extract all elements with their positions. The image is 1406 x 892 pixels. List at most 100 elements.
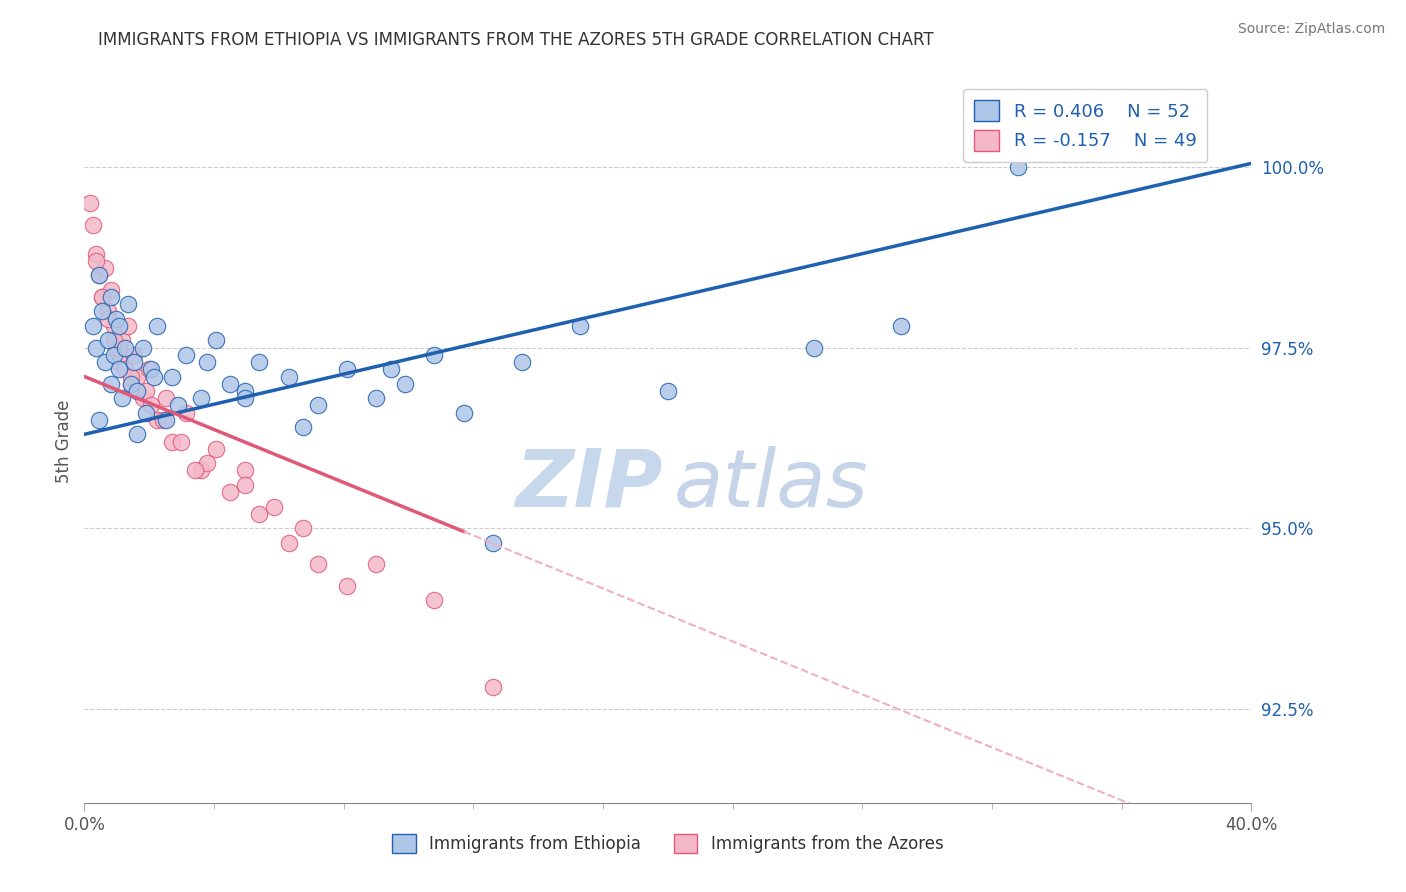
Point [146, 413, 169, 427]
Text: Source: ZipAtlas.com: Source: ZipAtlas.com [1237, 22, 1385, 37]
Point [160, 369, 183, 384]
Point [249, 355, 271, 369]
Point [155, 391, 177, 405]
Point [160, 434, 183, 449]
Point [569, 318, 592, 333]
Point [87, 268, 110, 283]
Point [108, 355, 131, 369]
Legend: Immigrants from Ethiopia, Immigrants from the Azores: Immigrants from Ethiopia, Immigrants fro… [385, 827, 950, 860]
Point [155, 413, 177, 427]
Point [336, 362, 359, 376]
Text: IMMIGRANTS FROM ETHIOPIA VS IMMIGRANTS FROM THE AZORES 5TH GRADE CORRELATION CHA: IMMIGRANTS FROM ETHIOPIA VS IMMIGRANTS F… [98, 31, 934, 49]
Point [453, 406, 475, 420]
Point [219, 376, 242, 391]
Point [108, 341, 131, 355]
Point [87, 413, 110, 427]
Point [219, 485, 242, 500]
Point [90, 290, 112, 304]
Point [111, 334, 134, 348]
Point [122, 348, 145, 362]
Point [103, 348, 125, 362]
Point [125, 427, 148, 442]
Point [233, 463, 256, 477]
Point [233, 391, 256, 405]
Point [100, 376, 122, 391]
Point [100, 290, 122, 304]
Point [146, 318, 169, 333]
Point [117, 318, 139, 333]
Point [94, 261, 117, 276]
Point [510, 355, 533, 369]
Point [394, 376, 416, 391]
Point [803, 341, 825, 355]
Point [122, 355, 145, 369]
Point [482, 535, 505, 549]
Point [108, 318, 131, 333]
Point [190, 391, 212, 405]
Point [103, 318, 125, 333]
Point [307, 558, 329, 572]
Point [380, 362, 402, 376]
Point [233, 478, 256, 492]
Point [336, 579, 359, 593]
Point [120, 376, 142, 391]
Point [117, 297, 139, 311]
Point [105, 311, 128, 326]
Point [143, 369, 166, 384]
Point [125, 369, 148, 384]
Point [204, 442, 226, 456]
Point [114, 362, 136, 376]
Point [84, 246, 107, 260]
Point [138, 362, 160, 376]
Point [114, 341, 136, 355]
Point [141, 399, 163, 413]
Point [1007, 160, 1029, 174]
Point [366, 391, 388, 405]
Point [292, 521, 315, 535]
Point [890, 318, 912, 333]
Point [277, 535, 299, 549]
Point [423, 348, 446, 362]
Point [176, 406, 198, 420]
Point [100, 283, 122, 297]
Point [423, 593, 446, 607]
Point [141, 362, 163, 376]
Point [204, 334, 226, 348]
Point [97, 304, 120, 318]
Point [263, 500, 285, 514]
Point [79, 196, 101, 211]
Point [90, 290, 112, 304]
Point [190, 463, 212, 477]
Point [108, 362, 131, 376]
Point [166, 399, 188, 413]
Point [184, 463, 207, 477]
Point [111, 391, 134, 405]
Point [84, 254, 107, 268]
Point [292, 420, 315, 434]
Point [176, 348, 198, 362]
Point [307, 399, 329, 413]
Point [94, 355, 117, 369]
Point [90, 304, 112, 318]
Point [132, 391, 155, 405]
Point [233, 384, 256, 398]
Text: atlas: atlas [673, 446, 869, 524]
Point [482, 680, 505, 694]
Point [195, 456, 218, 470]
Point [657, 384, 679, 398]
Point [87, 268, 110, 283]
Text: ZIP: ZIP [515, 446, 662, 524]
Point [97, 334, 120, 348]
Point [125, 384, 148, 398]
Point [82, 218, 104, 232]
Point [97, 311, 120, 326]
Point [120, 376, 142, 391]
Point [103, 334, 125, 348]
Point [135, 384, 157, 398]
Point [277, 369, 299, 384]
Point [82, 318, 104, 333]
Point [132, 341, 155, 355]
Point [120, 369, 142, 384]
Point [195, 355, 218, 369]
Point [135, 406, 157, 420]
